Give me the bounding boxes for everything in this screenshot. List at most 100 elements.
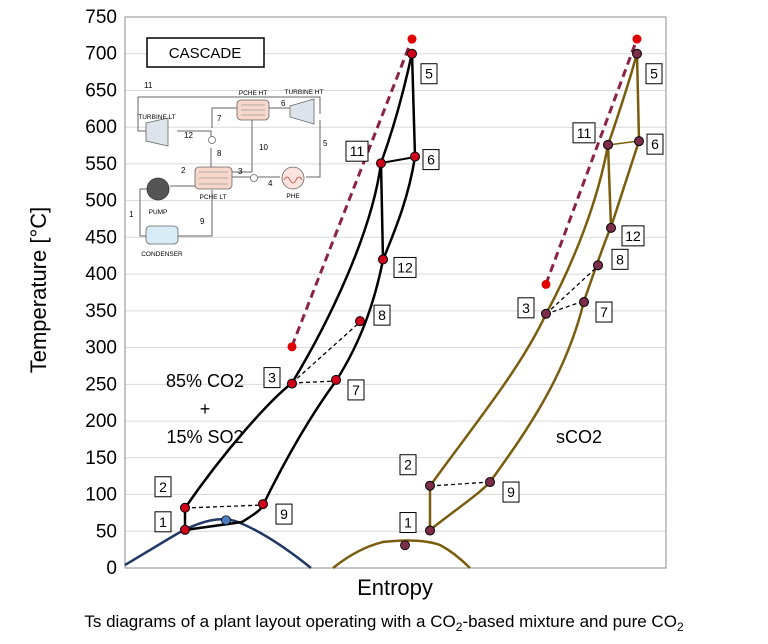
sco2-state-label-7: 7 xyxy=(600,304,608,320)
sco2-state-point-7 xyxy=(579,297,589,308)
mixture-state-label-6: 6 xyxy=(427,152,435,168)
stream-1: 1 xyxy=(129,210,134,219)
x-axis-title: Entropy xyxy=(357,575,433,600)
sco2-ideal-start-point xyxy=(632,34,642,44)
stream-5: 5 xyxy=(323,139,328,148)
mixture-state-label-box-6 xyxy=(422,149,440,171)
sco2-state-label-6: 6 xyxy=(651,136,659,152)
y-tick-50: 50 xyxy=(96,521,117,542)
sco2-state-label-box-8 xyxy=(611,248,629,270)
figure-caption: Ts diagrams of a plant layout operating … xyxy=(84,612,684,634)
phe-icon xyxy=(281,166,305,190)
mixture-ideal-start-point xyxy=(407,34,417,44)
sco2-state-label-2: 2 xyxy=(404,457,412,473)
phe-label: PHE xyxy=(286,193,300,200)
mixture-state-label-box-1 xyxy=(154,511,172,533)
y-tick-700: 700 xyxy=(85,44,117,65)
stream-2: 2 xyxy=(181,166,186,175)
sco2-state-point-1 xyxy=(425,525,435,536)
sco2-state-label-box-7 xyxy=(595,301,613,323)
sco2-state-point-12 xyxy=(606,222,616,233)
mixture-label-line2: 15% SO2 xyxy=(166,427,243,447)
mixture-state-label-box-11 xyxy=(345,140,369,162)
mixture-state-label-box-3 xyxy=(263,367,281,389)
sco2-state-label-box-6 xyxy=(646,133,664,155)
mixture-state-label-box-9 xyxy=(275,503,293,525)
schematic-piping xyxy=(137,96,321,237)
stream-9: 9 xyxy=(200,217,205,226)
caption-part-2: -based mixture and pure CO xyxy=(462,612,677,631)
y-tick-650: 650 xyxy=(85,80,117,101)
sco2-state-point-11 xyxy=(603,139,613,150)
turbine-ht-label: TURBINE HT xyxy=(285,89,324,96)
mixture-state-point-8 xyxy=(355,316,365,327)
y-tick-200: 200 xyxy=(85,411,117,432)
mixture-state-label-box-7 xyxy=(347,379,365,401)
mixture-state-label-1: 1 xyxy=(159,514,167,530)
caption-part-1: Ts diagrams of a plant layout operating … xyxy=(84,612,455,631)
y-tick-550: 550 xyxy=(85,154,117,175)
sco2-state-label-box-12 xyxy=(621,225,645,247)
y-tick-750: 750 xyxy=(85,7,117,28)
y-tick-400: 400 xyxy=(85,264,117,285)
mixture-state-label-9: 9 xyxy=(280,506,288,522)
cascade-box xyxy=(146,37,265,68)
mixture-label-plus: + xyxy=(200,399,211,419)
y-tick-250: 250 xyxy=(85,374,117,395)
sco2-state-label-11: 11 xyxy=(577,125,592,141)
sco2-state-point-6 xyxy=(634,136,644,147)
condenser-icon xyxy=(145,225,179,245)
sco2-state-label-box-11 xyxy=(572,122,596,144)
mixture-state-label-11: 11 xyxy=(350,143,365,159)
mixture-state-label-box-5 xyxy=(420,63,438,85)
y-tick-600: 600 xyxy=(85,117,117,138)
pump-label: PUMP xyxy=(149,209,168,216)
sco2-state-label-12: 12 xyxy=(625,228,641,244)
grid-lines xyxy=(125,16,666,569)
y-tick-500: 500 xyxy=(85,191,117,212)
stream-3: 3 xyxy=(238,167,243,176)
mixture-state-label-7: 7 xyxy=(352,382,360,398)
mixer-icon xyxy=(250,174,258,182)
sco2-state-label-9: 9 xyxy=(507,484,515,500)
pche-lt-label: PCHE LT xyxy=(200,194,227,201)
cascade-layout-schematic: CASCADE TURBINE LT xyxy=(129,37,328,258)
mixture-state-label-5: 5 xyxy=(425,66,433,82)
mixture-state-label-box-8 xyxy=(373,304,391,326)
mixture-ideal-end-point xyxy=(287,342,297,352)
sco2-label: sCO2 xyxy=(556,427,602,447)
sco2-critical-point xyxy=(400,540,410,551)
plot-frame xyxy=(124,16,667,569)
mixture-label-line1: 85% CO2 xyxy=(166,371,244,391)
mixture-state-point-1 xyxy=(180,524,190,535)
condenser-label: CONDENSER xyxy=(141,251,183,258)
sco2-state-label-box-2 xyxy=(399,454,417,476)
mixture-state-point-5 xyxy=(407,48,417,59)
mixture-critical-point xyxy=(221,515,231,526)
caption-sub-1: 2 xyxy=(456,620,463,634)
sco2-state-point-9 xyxy=(485,477,495,488)
mixture-state-label-box-2 xyxy=(154,476,172,498)
y-axis-title: Temperature [°C] xyxy=(26,207,51,374)
y-tick-450: 450 xyxy=(85,227,117,248)
pche-ht-label: PCHE HT xyxy=(239,90,268,97)
stream-6: 6 xyxy=(281,99,286,108)
pump-icon xyxy=(146,177,170,201)
sco2-saturation-dome xyxy=(332,539,471,569)
splitter-icon xyxy=(208,136,216,144)
sco2-state-label-box-9 xyxy=(502,481,520,503)
turbine-lt-label: TURBINE LT xyxy=(138,114,175,121)
turbine-lt-icon xyxy=(145,117,169,147)
sco2-state-point-2 xyxy=(425,480,435,491)
mixture-state-label-3: 3 xyxy=(268,370,276,386)
mixture-state-point-7 xyxy=(331,374,341,385)
stream-10: 10 xyxy=(259,143,268,152)
mixture-state-point-6 xyxy=(410,151,420,162)
sco2-state-point-8 xyxy=(593,260,603,271)
sco2-state-label-box-3 xyxy=(517,297,535,319)
mixture-state-point-11 xyxy=(376,158,386,169)
sco2-state-label-box-1 xyxy=(399,512,417,534)
sco2-state-label-box-5 xyxy=(645,63,663,85)
